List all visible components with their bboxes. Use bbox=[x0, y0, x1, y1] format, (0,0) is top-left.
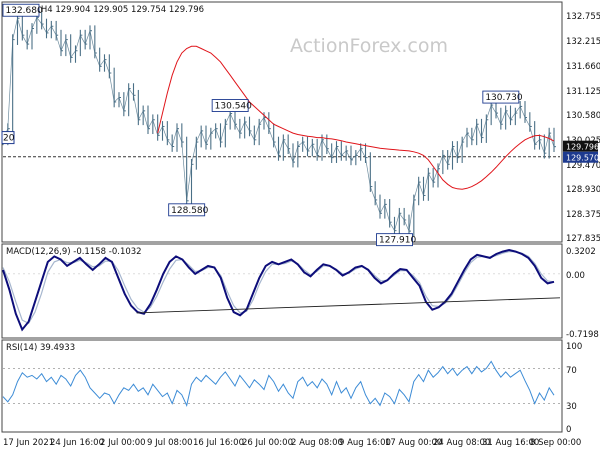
price-y-tick: 131.660 bbox=[566, 62, 600, 72]
time-tick: 8 Sep 00:00 bbox=[530, 438, 581, 448]
moving-average-line bbox=[157, 45, 555, 190]
price-callout-box bbox=[2, 3, 40, 17]
macd-y-tick: 0.3202 bbox=[566, 247, 596, 257]
rsi-line bbox=[2, 360, 555, 407]
time-tick: 26 Jul 00:00 bbox=[242, 438, 293, 448]
time-tick: 2 Jul 00:00 bbox=[100, 438, 146, 448]
price-callout-box bbox=[211, 99, 249, 112]
rsi-y-tick: 30 bbox=[566, 402, 577, 412]
macd-y-tick: 0.00 bbox=[566, 271, 585, 281]
time-tick: 24 Aug 08:00 bbox=[433, 438, 490, 448]
time-tick: 24 Jun 16:00 bbox=[50, 438, 104, 448]
macd-title: MACD(12,26,9) -0.1158 -0.1032 bbox=[6, 247, 142, 257]
price-y-tick: 130.580 bbox=[566, 111, 600, 121]
left-cut-callout-box bbox=[1, 131, 15, 145]
rsi-y-axis: 100 70 30 0 bbox=[566, 342, 582, 435]
price-callout-box bbox=[376, 233, 413, 247]
time-tick: 17 Aug 00:00 bbox=[385, 438, 442, 448]
price-callouts: 132.680 128.580 130.540 127.910 130.730 bbox=[2, 3, 523, 247]
time-tick: 2 Aug 08:00 bbox=[291, 438, 343, 448]
current-price-label: 129.796 bbox=[566, 143, 599, 152]
left-cut-callout-label: 20 bbox=[3, 134, 15, 144]
price-callout-box bbox=[482, 90, 520, 104]
price-callout-label: 130.730 bbox=[485, 93, 522, 103]
rsi-panel-frame bbox=[1, 339, 563, 433]
price-chart-title: EURJPY,H4 129.904 129.905 129.754 129.79… bbox=[8, 5, 204, 15]
macd-y-axis: 0.3202 0.00 -0.7198 bbox=[566, 247, 599, 340]
price-y-tick: 131.125 bbox=[566, 87, 600, 97]
macd-trendline bbox=[136, 297, 561, 314]
price-callout-label: 127.910 bbox=[379, 236, 416, 246]
price-y-tick: 128.375 bbox=[566, 210, 600, 220]
price-callout-box bbox=[168, 203, 206, 217]
price-line bbox=[2, 16, 555, 233]
price-callout-label: 128.580 bbox=[171, 206, 208, 216]
price-plot: 129.796 129.570 20 bbox=[1, 12, 599, 237]
rsi-plot bbox=[2, 360, 560, 407]
price-y-tick: 128.930 bbox=[566, 185, 600, 195]
price-callout-label: 132.680 bbox=[6, 6, 43, 16]
time-tick: 31 Aug 16:00 bbox=[482, 438, 539, 448]
price-y-tick: 132.215 bbox=[566, 37, 600, 47]
price-y-axis: 132.755 132.215 131.660 131.125 130.580 … bbox=[566, 12, 600, 244]
macd-panel-frame bbox=[1, 243, 563, 339]
time-tick: 17 Jun 2021 bbox=[3, 438, 54, 448]
time-tick: 16 Jul 16:00 bbox=[193, 438, 244, 448]
price-panel-frame bbox=[1, 1, 563, 243]
time-tick: 9 Jul 08:00 bbox=[147, 438, 193, 448]
current-price-badge bbox=[563, 140, 598, 152]
watermark: ActionForex.com bbox=[290, 35, 448, 57]
rsi-y-tick: 0 bbox=[566, 425, 571, 435]
macd-plot bbox=[2, 248, 561, 332]
price-callout-label: 130.540 bbox=[215, 102, 252, 112]
price-y-tick: 132.755 bbox=[566, 12, 600, 22]
rsi-title: RSI(14) 39.4933 bbox=[6, 343, 75, 353]
price-y-tick: 129.470 bbox=[566, 161, 600, 171]
time-tick: 9 Aug 16:00 bbox=[339, 438, 391, 448]
price-y-tick: 127.835 bbox=[566, 234, 600, 244]
macd-y-tick: -0.7198 bbox=[566, 330, 599, 340]
macd-line bbox=[2, 248, 555, 332]
support-level-label: 129.570 bbox=[566, 154, 599, 163]
rsi-y-tick: 100 bbox=[566, 342, 582, 352]
time-axis: 17 Jun 2021 24 Jun 16:00 2 Jul 00:00 9 J… bbox=[3, 438, 581, 448]
rsi-y-tick: 70 bbox=[566, 366, 577, 376]
support-level-badge bbox=[563, 151, 598, 163]
